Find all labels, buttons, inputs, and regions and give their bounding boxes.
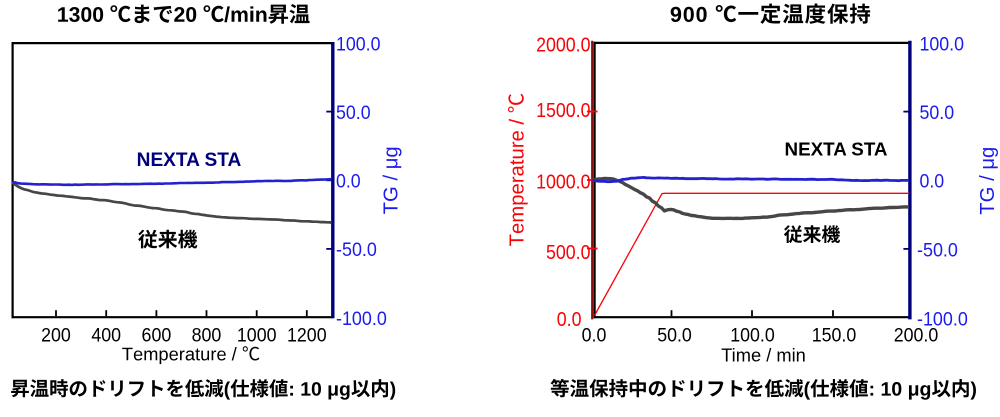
svg-text:2000.0: 2000.0 (536, 35, 590, 57)
svg-text:TG / μg: TG / μg (380, 146, 402, 214)
svg-text:1000: 1000 (237, 324, 277, 346)
svg-text:50.0: 50.0 (920, 102, 955, 124)
svg-text:200: 200 (41, 324, 71, 346)
svg-text:NEXTA STA: NEXTA STA (785, 138, 888, 159)
svg-text:Time / min: Time / min (721, 344, 806, 365)
svg-text:-50.0: -50.0 (917, 239, 958, 261)
svg-text:150.0: 150.0 (812, 324, 857, 346)
svg-text:-100.0: -100.0 (336, 308, 387, 330)
svg-text:500.0: 500.0 (546, 242, 591, 264)
svg-text:100.0: 100.0 (336, 33, 381, 55)
svg-text:-50.0: -50.0 (336, 239, 377, 261)
svg-text:200.0: 200.0 (894, 324, 939, 346)
svg-text:0.0: 0.0 (557, 309, 582, 331)
svg-text:-100.0: -100.0 (917, 308, 968, 330)
svg-text:1500.0: 1500.0 (536, 100, 590, 122)
svg-text:NEXTA STA: NEXTA STA (137, 150, 242, 171)
svg-text:400: 400 (91, 324, 121, 346)
svg-text:0.0: 0.0 (336, 171, 361, 193)
svg-text:1000.0: 1000.0 (536, 172, 590, 194)
svg-text:100.0: 100.0 (730, 324, 775, 346)
svg-text:50.0: 50.0 (657, 324, 692, 346)
svg-text:0.0: 0.0 (920, 171, 945, 193)
svg-text:50.0: 50.0 (336, 102, 371, 124)
svg-text:600: 600 (142, 324, 172, 346)
svg-text:800: 800 (192, 324, 222, 346)
svg-text:TG / μg: TG / μg (977, 147, 999, 215)
svg-text:0.0: 0.0 (582, 324, 607, 346)
svg-text:100.0: 100.0 (920, 33, 965, 55)
svg-text:1200: 1200 (287, 324, 327, 346)
